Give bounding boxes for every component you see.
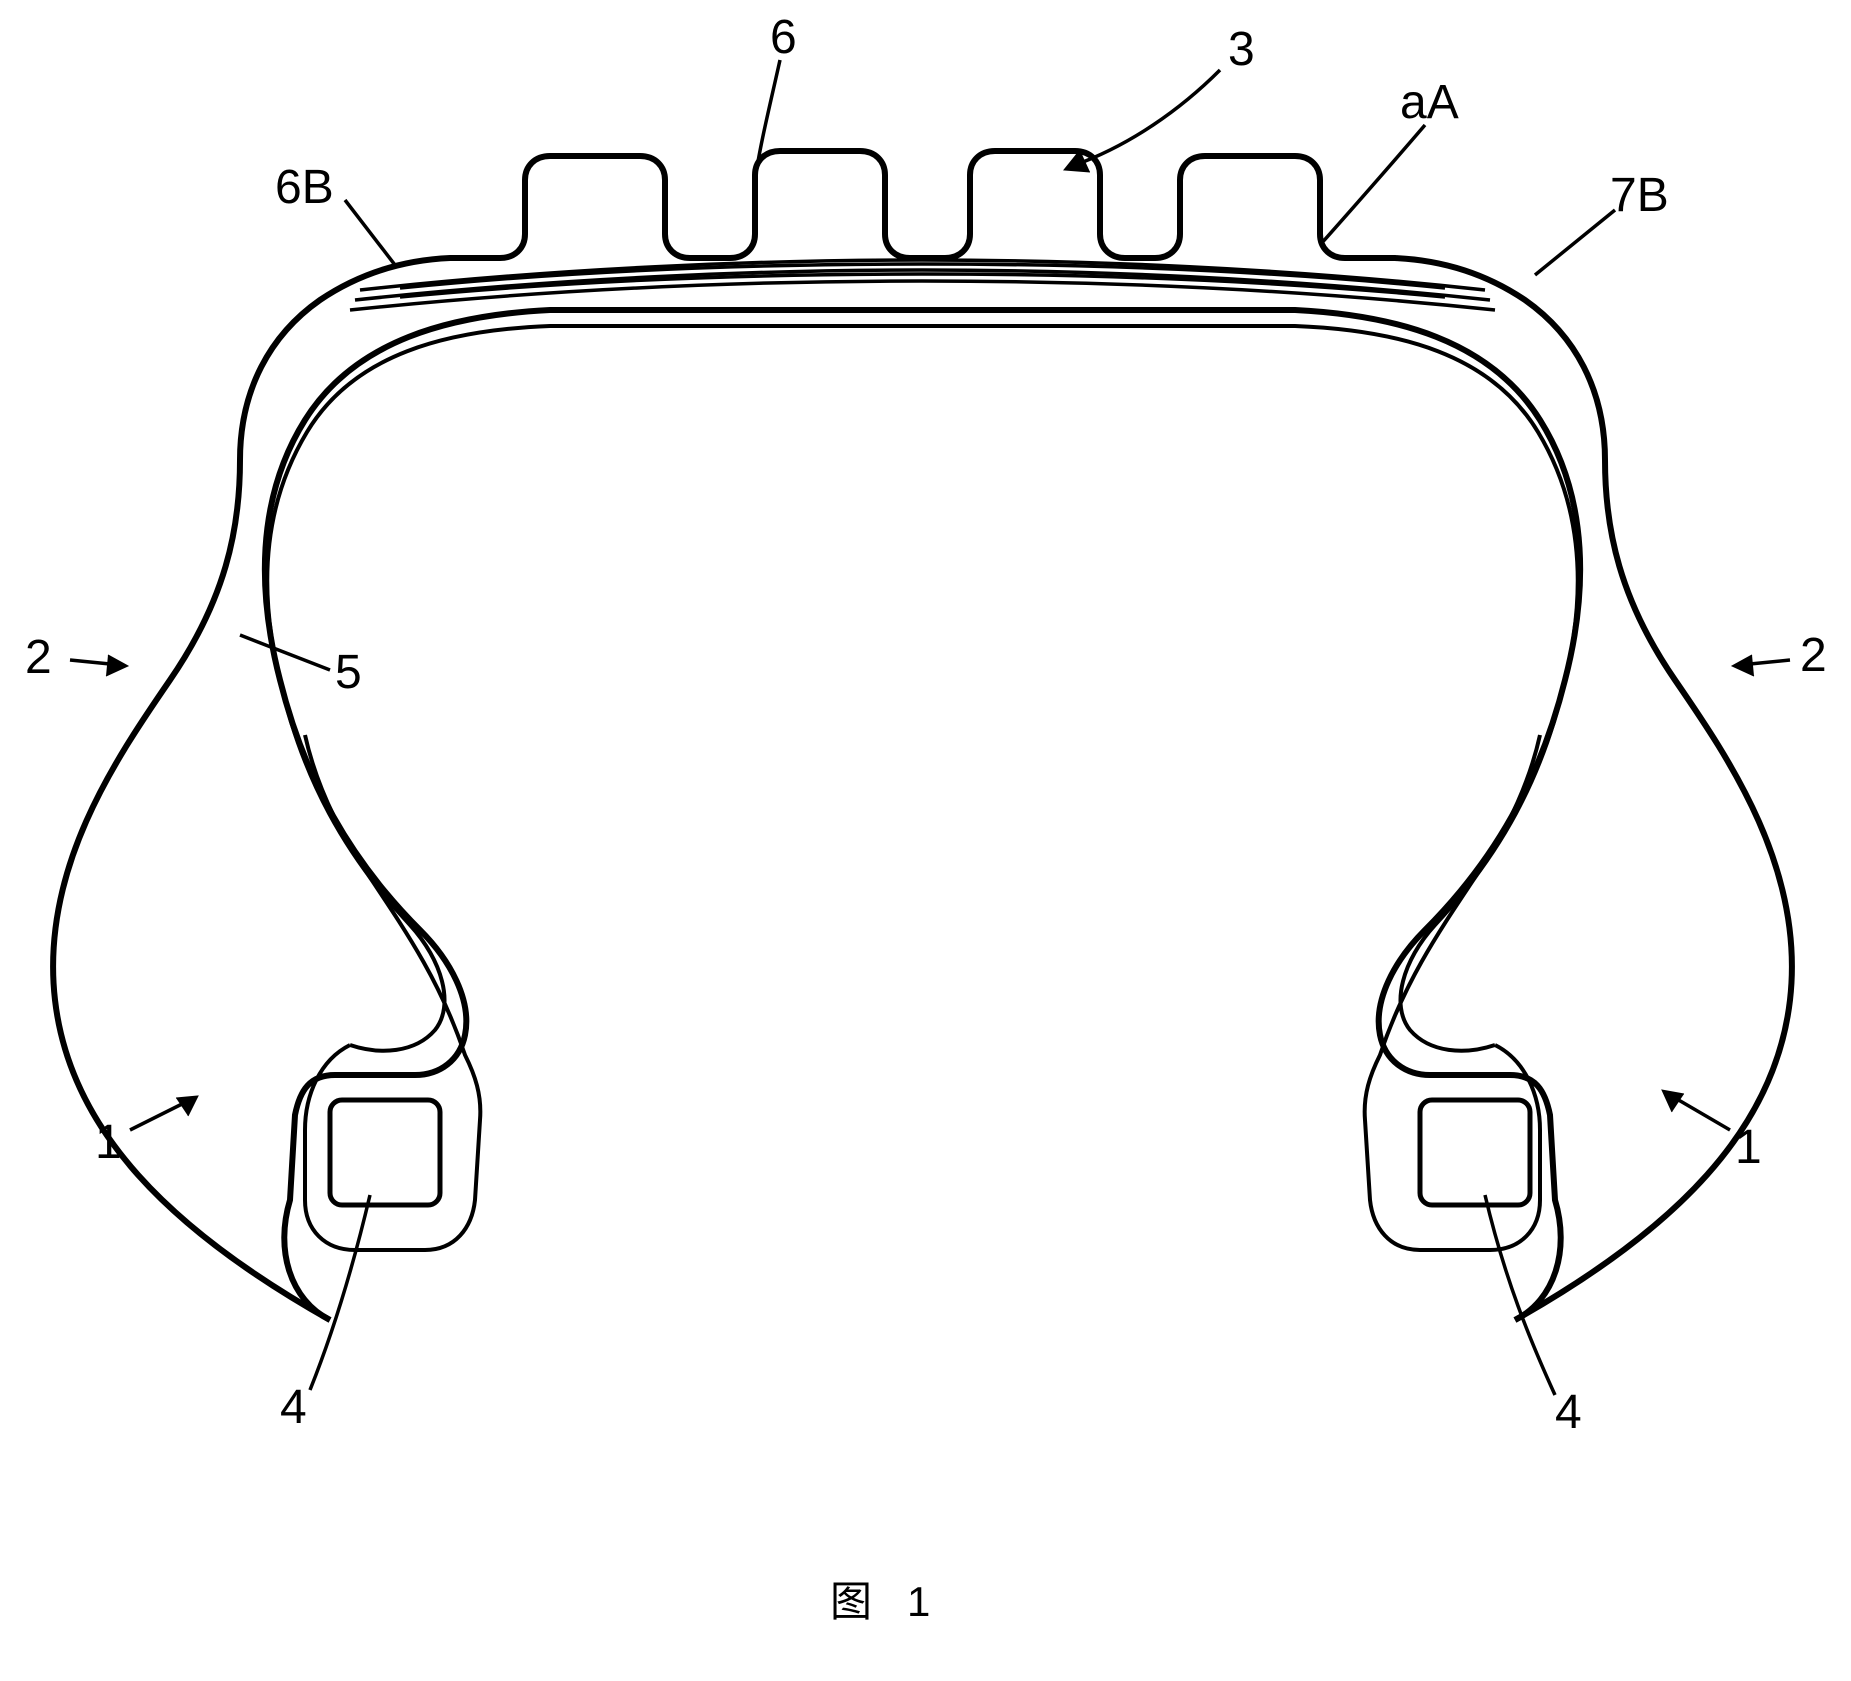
bead-core-right (1420, 1100, 1530, 1205)
figure-container: 3 6 aA 6B 7B 5 2 2 1 1 4 4 图 1 (0, 0, 1851, 1681)
tire-inner-contour (265, 310, 1580, 1320)
label-aA: aA (1400, 75, 1459, 130)
label-2-left: 2 (25, 630, 52, 685)
label-3: 3 (1228, 22, 1255, 77)
label-4-left: 4 (280, 1380, 307, 1435)
carcass-ply (267, 326, 1577, 1051)
label-1-right: 1 (1735, 1120, 1762, 1175)
label-6B: 6B (275, 160, 334, 215)
label-6: 6 (770, 10, 797, 65)
figure-caption: 图 1 (830, 1568, 930, 1629)
label-5: 5 (335, 645, 362, 700)
label-2-right: 2 (1800, 628, 1827, 683)
bead-core-left (330, 1100, 440, 1205)
label-1-left: 1 (95, 1115, 122, 1170)
belt-layers (350, 260, 1495, 310)
carcass-turnup-right (1365, 735, 1540, 1250)
label-4-right: 4 (1555, 1385, 1582, 1440)
label-7B: 7B (1610, 168, 1669, 223)
